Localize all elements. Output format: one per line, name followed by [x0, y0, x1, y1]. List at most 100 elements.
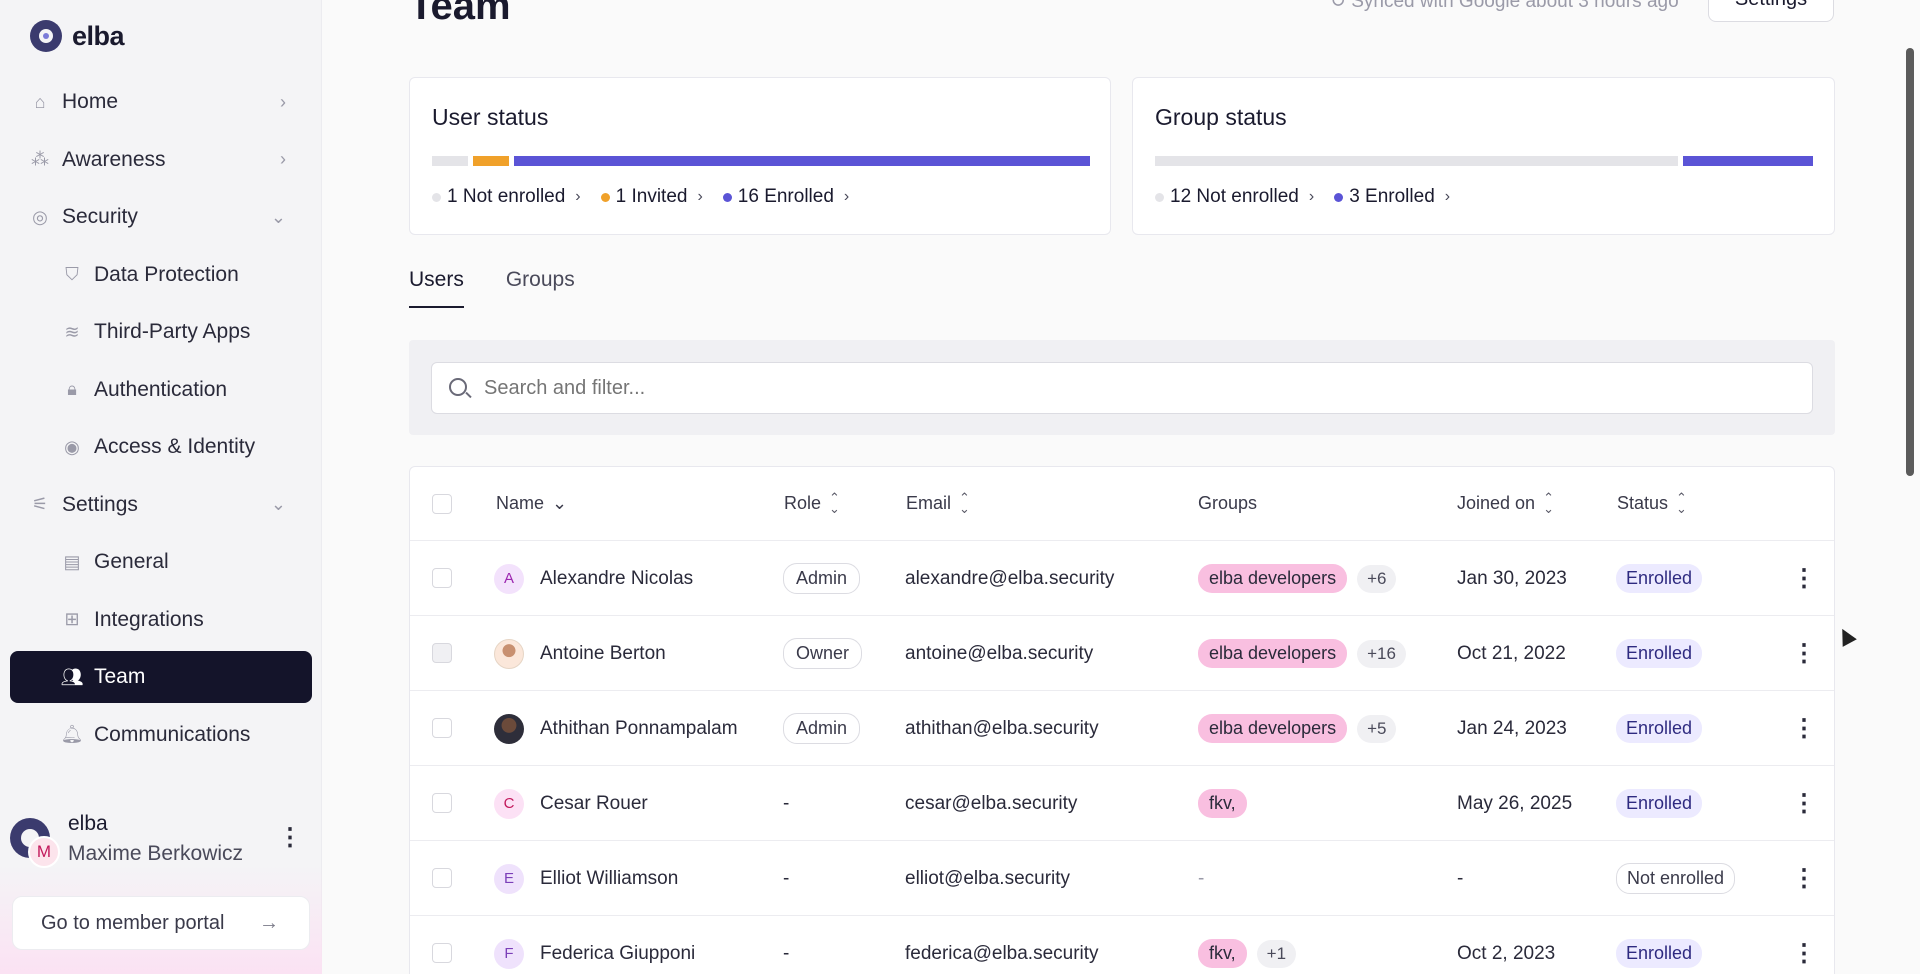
bar-enrolled [1683, 156, 1813, 166]
column-name[interactable]: Name ⌄ [496, 493, 567, 514]
row-more-icon[interactable]: ⋮ [1792, 640, 1816, 667]
scrollbar[interactable] [1906, 48, 1914, 476]
row-more-icon[interactable]: ⋮ [1792, 790, 1816, 817]
legend-enrolled[interactable]: 16 Enrolled › [722, 186, 849, 208]
column-label: Status [1617, 493, 1669, 513]
user-block[interactable]: M elba Maxime Berkowicz ⋮ [10, 806, 312, 876]
email-cell: cesar@elba.security [905, 792, 1078, 814]
sidebar-item-security[interactable]: ◎ Security ⌄ [10, 191, 312, 243]
chevron-right-icon: › [575, 188, 581, 205]
lock-icon: 🔒︎ [67, 379, 77, 399]
user-more-icon[interactable]: ⋮ [278, 824, 302, 851]
column-role[interactable]: Role ⌃ ⌄ [784, 491, 840, 514]
column-email[interactable]: Email ⌃ ⌄ [906, 491, 970, 514]
sidebar-item-third-party-apps[interactable]: ≋ Third-Party Apps [10, 306, 312, 358]
avatar [494, 638, 524, 669]
column-label: Groups [1198, 493, 1258, 513]
email-cell: federica@elba.security [905, 942, 1099, 964]
bell-icon: 🔔︎ [60, 724, 84, 744]
avatar: E [494, 863, 524, 894]
search-input[interactable] [431, 362, 1813, 414]
bar-not-enrolled [1155, 156, 1678, 166]
select-all-checkbox[interactable] [432, 494, 452, 514]
more-groups-badge[interactable]: +16 [1357, 639, 1406, 668]
joined-cell: Oct 21, 2022 [1457, 642, 1566, 664]
more-groups-badge[interactable]: +1 [1256, 939, 1297, 968]
row-more-icon[interactable]: ⋮ [1792, 865, 1816, 892]
group-badge: elba developers [1198, 564, 1348, 593]
sidebar-item-general[interactable]: ▤ General [10, 536, 312, 588]
tab-users[interactable]: Users [409, 268, 464, 308]
sidebar-item-team[interactable]: 👥︎ Team [10, 651, 312, 703]
status-badge: Enrolled [1616, 714, 1703, 743]
logo-text: elba [72, 20, 125, 51]
bar-invited [473, 156, 509, 166]
sidebar-item-home[interactable]: ⌂ Home › [10, 76, 312, 128]
user-status-card: User status 1 Not enrolled › 1 Invited › 1… [409, 77, 1111, 235]
tab-groups[interactable]: Groups [505, 268, 575, 291]
sidebar-item-settings[interactable]: ⚟ Settings ⌄ [10, 479, 312, 531]
sidebar-item-data-protection[interactable]: ⛉ Data Protection [10, 249, 312, 301]
role-badge: Admin [783, 713, 861, 744]
more-groups-badge[interactable]: +5 [1357, 714, 1397, 743]
dot-icon [600, 192, 610, 202]
chevron-right-icon: › [280, 91, 286, 112]
row-checkbox[interactable] [432, 718, 452, 738]
sidebar-item-integrations[interactable]: ⊞ Integrations [10, 594, 312, 646]
table-row[interactable]: Antoine Berton Owner antoine@elba.securi… [410, 616, 1834, 691]
legend-enrolled[interactable]: 3 Enrolled › [1334, 186, 1450, 208]
column-joined[interactable]: Joined on ⌃ ⌄ [1457, 490, 1554, 516]
sidebar: elba ⌂ Home › ⁂ Awareness › ◎ Security ⌄… [0, 0, 322, 974]
user-name: Antoine Berton [540, 642, 666, 664]
group-badge: elba developers [1198, 714, 1348, 743]
table-row[interactable]: A Alexandre Nicolas Admin alexandre@elba.… [410, 541, 1834, 616]
column-label: Role [784, 493, 822, 513]
sidebar-item-label: Team [94, 665, 146, 688]
row-checkbox[interactable] [432, 943, 452, 963]
status-badge: Not enrolled [1616, 863, 1736, 894]
sidebar-item-access-identity[interactable]: ◉ Access & Identity [10, 421, 312, 473]
row-more-icon[interactable]: ⋮ [1792, 940, 1816, 967]
sort-icon: ⌃ ⌄ [1543, 490, 1554, 516]
user-name: Maxime Berkowicz [68, 842, 244, 865]
sidebar-item-awareness[interactable]: ⁂ Awareness › [10, 134, 312, 186]
row-checkbox[interactable] [432, 868, 452, 888]
row-checkbox[interactable] [432, 568, 452, 588]
sidebar-item-label: Third-Party Apps [94, 320, 251, 343]
row-more-icon[interactable]: ⋮ [1792, 715, 1816, 742]
bar-not-enrolled [432, 156, 468, 166]
member-portal-label: Go to member portal [41, 911, 225, 934]
table-row[interactable]: F Federica Giupponi - federica@elba.secur… [410, 916, 1834, 974]
status-cell: Enrolled [1616, 541, 1703, 616]
legend-not-enrolled[interactable]: 12 Not enrolled › [1155, 186, 1314, 208]
table-row[interactable]: E Elliot Williamson - elliot@elba.securit… [410, 841, 1834, 916]
chevron-down-icon: ⌄ [270, 494, 286, 514]
sort-icon: ⌃ ⌄ [1676, 490, 1687, 516]
chevron-right-icon: › [280, 149, 286, 169]
row-checkbox[interactable] [432, 643, 452, 663]
shield-icon: ⛉ [65, 264, 79, 284]
table-row[interactable]: Athithan Ponnampalam Admin athithan@elba… [410, 691, 1834, 766]
column-status[interactable]: Status ⌃ ⌄ [1617, 490, 1687, 516]
avatar [494, 713, 524, 744]
sidebar-item-communications[interactable]: 🔔︎ Communications [10, 709, 312, 761]
more-groups-badge[interactable]: +6 [1357, 564, 1397, 593]
table-row[interactable]: C Cesar Rouer - cesar@elba.security fkv, … [410, 766, 1834, 841]
sidebar-item-authentication[interactable]: 🔒︎ Authentication [10, 364, 312, 416]
user-name: Alexandre Nicolas [540, 567, 694, 589]
status-cell: Enrolled [1616, 691, 1703, 766]
legend-not-enrolled[interactable]: 1 Not enrolled › [432, 186, 581, 208]
sidebar-item-label: Data Protection [94, 262, 239, 286]
row-checkbox[interactable] [432, 793, 452, 813]
legend-invited[interactable]: 1 Invited › [600, 186, 703, 208]
role-badge: Admin [783, 563, 861, 594]
logo[interactable]: elba [30, 20, 125, 52]
sidebar-item-label: Settings [62, 492, 138, 516]
groups-cell: - [1198, 867, 1205, 889]
row-more-icon[interactable]: ⋮ [1792, 565, 1816, 592]
status-badge: Enrolled [1616, 789, 1703, 818]
member-portal-button[interactable]: Go to member portal → [12, 896, 310, 950]
settings-button[interactable]: Settings [1708, 0, 1834, 22]
chevron-right-icon: › [1444, 188, 1451, 205]
dot-icon [432, 192, 441, 202]
